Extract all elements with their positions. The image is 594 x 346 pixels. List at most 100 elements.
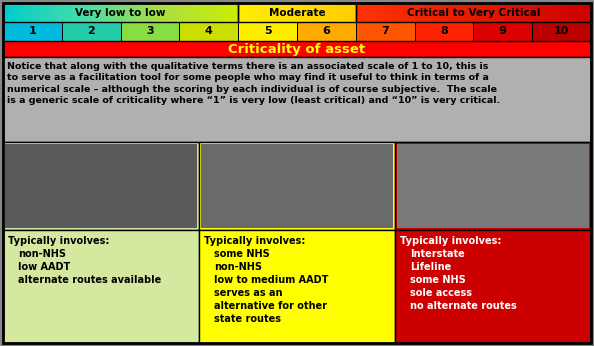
Bar [283,3,285,22]
Bar [413,3,415,22]
Bar [136,3,139,22]
Bar [276,3,278,22]
Bar [93,3,96,22]
Bar [238,3,240,22]
Text: Notice that along with the qualitative terms there is an associated scale of 1 t: Notice that along with the qualitative t… [7,62,500,105]
Bar [160,3,162,22]
Bar [454,3,456,22]
Bar [309,3,310,22]
Bar [355,3,356,22]
Bar [343,3,345,22]
Bar [207,3,209,22]
Bar [550,3,552,22]
Bar [270,3,272,22]
Bar [358,3,360,22]
Bar [276,3,277,22]
Bar [579,3,582,22]
Bar [505,3,507,22]
Bar [50,3,52,22]
Bar [312,3,313,22]
Text: no alternate routes: no alternate routes [410,301,517,311]
Bar [530,3,533,22]
Bar [288,3,290,22]
Bar [391,3,394,22]
Bar [432,3,435,22]
Bar [446,3,448,22]
Bar [472,3,474,22]
Bar [5,3,7,22]
Bar [179,22,238,41]
Bar [24,3,27,22]
Bar [205,3,207,22]
Bar [211,3,213,22]
Bar [585,3,587,22]
Bar [243,3,245,22]
Bar [121,3,123,22]
Bar [191,3,194,22]
Bar [571,3,574,22]
Bar [142,3,144,22]
Text: 10: 10 [554,27,569,36]
Bar [452,3,454,22]
Bar [239,3,241,22]
Bar [341,3,343,22]
Bar [77,3,80,22]
Bar [3,230,199,343]
Bar [134,3,137,22]
Text: Very low to low: Very low to low [75,8,166,18]
Bar [11,3,13,22]
Text: 7: 7 [381,27,389,36]
Bar [300,3,301,22]
Bar [481,3,484,22]
Bar [148,3,150,22]
Bar [125,3,127,22]
Bar [5,144,197,228]
Bar [199,230,395,343]
Bar [395,3,397,22]
Bar [395,142,591,230]
Text: Moderate: Moderate [268,8,326,18]
Bar [576,3,578,22]
Bar [327,3,329,22]
Text: 6: 6 [323,27,330,36]
Bar [577,3,580,22]
Bar [403,3,405,22]
Bar [89,3,91,22]
Bar [13,3,15,22]
Bar [536,3,539,22]
Text: 8: 8 [440,27,448,36]
Bar [291,3,293,22]
Bar [287,3,289,22]
Bar [438,3,441,22]
Bar [532,22,591,41]
Bar [68,3,70,22]
Bar [434,3,437,22]
Bar [172,3,174,22]
Bar [209,3,211,22]
Bar [421,3,423,22]
Bar [268,3,270,22]
Bar [170,3,172,22]
Bar [292,3,293,22]
Bar [193,3,195,22]
Bar [326,3,328,22]
Bar [301,3,302,22]
Bar [116,3,119,22]
Bar [99,3,102,22]
Bar [348,3,349,22]
Bar [245,3,247,22]
Bar [561,3,564,22]
Text: 3: 3 [146,27,154,36]
Bar [349,3,350,22]
Bar [264,3,265,22]
Bar [410,3,413,22]
Bar [405,3,407,22]
Bar [3,142,199,230]
Bar [499,3,501,22]
Bar [3,41,591,57]
Bar [315,3,317,22]
Bar [252,3,254,22]
Bar [389,3,391,22]
Bar [302,3,304,22]
Bar [307,3,308,22]
